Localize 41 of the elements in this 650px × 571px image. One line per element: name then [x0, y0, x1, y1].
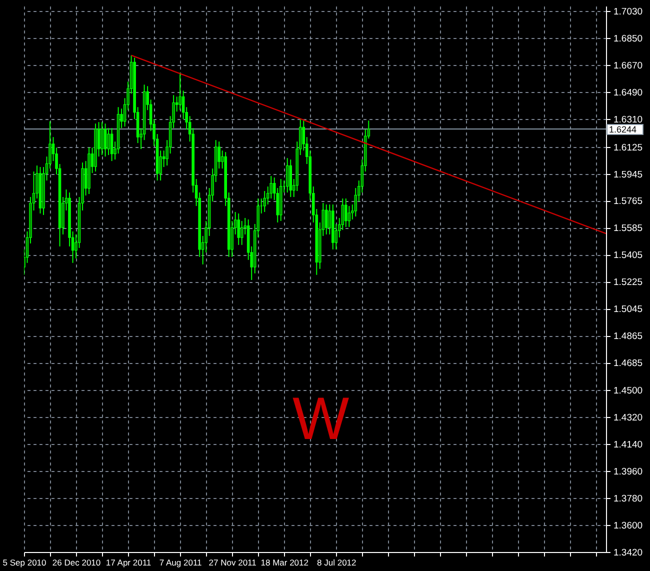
y-tick-label: 1.5045: [614, 304, 643, 316]
y-tick-label: 1.5225: [614, 277, 643, 288]
candlestick: [110, 128, 114, 162]
annotation: W: [292, 384, 350, 452]
y-tick-label: 1.7030: [614, 6, 643, 18]
y-tick-label: 1.3420: [614, 548, 643, 558]
y-tick-label: 1.3780: [614, 494, 643, 505]
y-tick-label: 1.4685: [614, 358, 643, 370]
x-tick-label: 7 Aug 2011: [159, 558, 202, 568]
y-tick-label: 1.4140: [614, 440, 643, 451]
x-tick-label: 5 Sep 2010: [2, 558, 47, 568]
y-tick-label: 1.5585: [614, 223, 643, 234]
y-tick-label: 1.6310: [614, 114, 643, 126]
x-tick-label: 18 Mar 2012: [260, 558, 309, 568]
y-tick-label: 1.4320: [614, 412, 643, 424]
candlestick: [107, 128, 110, 156]
candlestick: [237, 212, 240, 246]
ref-line-label: 1.6244: [609, 124, 637, 134]
x-tick-label: 26 Dec 2010: [52, 558, 101, 568]
candlestick: [324, 204, 328, 235]
y-tick-label: 1.3960: [614, 466, 643, 478]
y-tick-label: 1.6850: [614, 34, 643, 45]
y-tick-label: 1.4865: [614, 331, 643, 342]
x-tick-label: 27 Nov 2011: [208, 558, 257, 568]
x-tick-label: 8 Jul 2012: [317, 558, 357, 568]
y-tick-label: 1.3600: [614, 520, 643, 532]
candlestick: [178, 72, 182, 111]
y-tick-label: 1.5765: [614, 196, 643, 208]
candlestick: [348, 205, 351, 228]
y-tick-label: 1.6670: [614, 60, 643, 72]
y-tick-label: 1.5405: [614, 250, 643, 262]
x-tick-label: 17 Apr 2011: [106, 558, 152, 568]
candlestick: [240, 220, 244, 246]
y-tick-label: 1.6125: [614, 142, 643, 154]
candlestick: [263, 190, 266, 212]
y-tick-label: 1.4500: [614, 386, 643, 397]
candlestick: [286, 158, 289, 193]
y-tick-label: 1.5945: [614, 169, 643, 180]
candlestick: [344, 198, 348, 228]
candlestick: [100, 122, 104, 156]
y-tick-label: 1.6490: [614, 88, 643, 99]
